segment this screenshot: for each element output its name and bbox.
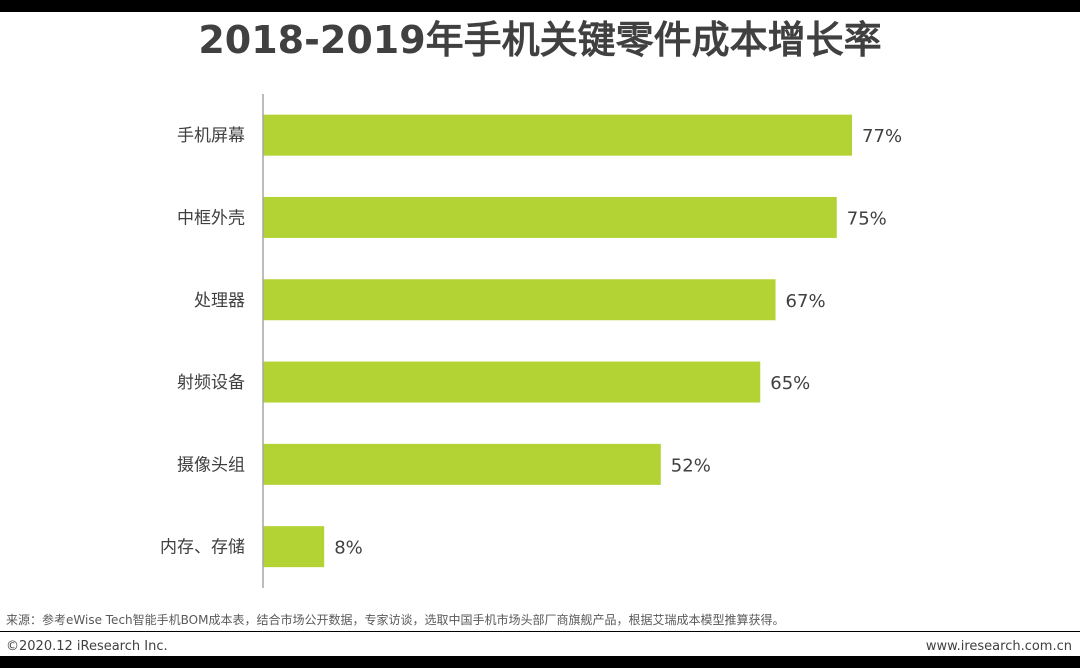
data-label: 67% bbox=[786, 291, 826, 312]
chart-title: 2018-2019年手机关键零件成本增长率 bbox=[198, 18, 882, 62]
bar-4 bbox=[263, 361, 761, 403]
data-label: 75% bbox=[847, 208, 887, 229]
category-label: 处理器 bbox=[194, 291, 245, 311]
data-label: 8% bbox=[334, 538, 363, 559]
category-label: 摄像头组 bbox=[177, 455, 245, 475]
category-label: 手机屏幕 bbox=[177, 126, 245, 146]
bar-6 bbox=[263, 526, 325, 568]
bar-3 bbox=[263, 279, 776, 321]
data-label: 65% bbox=[770, 373, 810, 394]
category-label: 射频设备 bbox=[177, 373, 245, 393]
bar-2 bbox=[263, 196, 837, 238]
data-label: 52% bbox=[671, 455, 711, 476]
bar-1 bbox=[263, 114, 853, 156]
category-label: 内存、存储 bbox=[160, 538, 245, 558]
data-label: 77% bbox=[862, 126, 902, 147]
bottom-band bbox=[0, 656, 1080, 668]
bar-5 bbox=[263, 443, 661, 485]
copyright: ©2020.12 iResearch Inc. bbox=[6, 639, 168, 654]
top-band bbox=[0, 0, 1080, 12]
category-label: 中框外壳 bbox=[177, 208, 245, 228]
source-note: 来源：参考eWise Tech智能手机BOM成本表，结合市场公开数据，专家访谈，… bbox=[6, 613, 785, 627]
footer-divider bbox=[0, 631, 1080, 632]
website: www.iresearch.com.cn bbox=[925, 639, 1072, 654]
